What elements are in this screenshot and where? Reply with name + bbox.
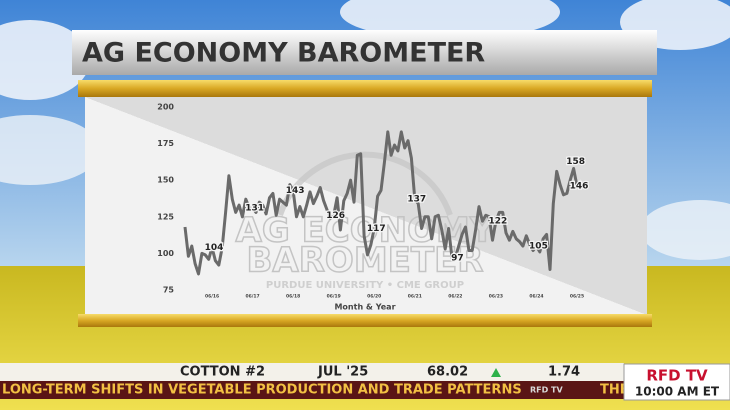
cloud — [0, 20, 90, 100]
cloud — [0, 115, 100, 185]
ticker-contract: JUL '25 — [317, 365, 368, 380]
logo-time: 10:00 AM ET — [635, 385, 720, 399]
x-tick-label: 06/21 — [408, 294, 422, 300]
y-tick-label: 125 — [157, 212, 174, 221]
y-tick-label: 150 — [157, 176, 174, 185]
data-label: 117 — [367, 224, 386, 234]
data-label: 158 — [566, 157, 585, 167]
gold-bar — [78, 314, 652, 327]
title: AG ECONOMY BAROMETER — [82, 38, 485, 69]
data-label: 126 — [326, 211, 345, 221]
y-tick-label: 175 — [157, 139, 174, 148]
cloud — [340, 0, 560, 40]
data-label: 131 — [245, 204, 264, 214]
watermark-gauge — [277, 151, 453, 216]
data-label: 146 — [570, 182, 589, 192]
crawl-bug: RFD TV — [530, 386, 564, 395]
x-tick-label: 06/25 — [570, 294, 584, 300]
gold-bar — [78, 80, 652, 97]
x-tick-label: 06/24 — [529, 294, 543, 300]
data-label: 105 — [529, 242, 548, 252]
x-tick-label: 06/20 — [367, 294, 381, 300]
y-tick-label: 200 — [157, 103, 174, 112]
ticker-price: 68.02 — [427, 365, 468, 380]
x-tick-label: 06/18 — [286, 294, 300, 300]
x-tick-label: 06/19 — [327, 294, 341, 300]
ticker-change: 1.74 — [548, 365, 580, 380]
ticker-bar — [0, 363, 624, 381]
data-label: 143 — [286, 186, 305, 196]
logo-box — [623, 363, 730, 401]
logo-name: RFD TV — [646, 367, 708, 385]
title-bar — [72, 30, 657, 75]
crawl-bar — [0, 381, 624, 399]
plot: 75 100 125 150 175 200 06/16 06/17 06/18 06/19 06/… — [157, 103, 589, 300]
data-label: 97 — [451, 253, 464, 263]
x-tick-label: 06/17 — [246, 294, 260, 300]
ticker-commodity: COTTON #2 — [180, 365, 265, 380]
x-tick-label: 06/23 — [489, 294, 503, 300]
x-tick-label: 06/22 — [448, 294, 462, 300]
data-label: 137 — [407, 195, 426, 205]
x-tick-label: 06/16 — [205, 294, 219, 300]
data-label: 104 — [205, 243, 224, 253]
cloud — [640, 200, 730, 260]
up-arrow — [491, 368, 501, 377]
data-label: 122 — [488, 217, 507, 227]
crawl-text: LONG-TERM SHIFTS IN VEGETABLE PRODUCTION… — [2, 383, 522, 398]
y-tick-label: 75 — [163, 286, 175, 295]
x-axis-label: Month & Year — [334, 303, 395, 312]
watermark-text: PURDUE UNIVERSITY • CME GROUP — [266, 280, 464, 291]
crawl-text: THE — [600, 383, 629, 398]
line-series — [183, 130, 579, 276]
y-tick-label: 100 — [157, 249, 174, 258]
